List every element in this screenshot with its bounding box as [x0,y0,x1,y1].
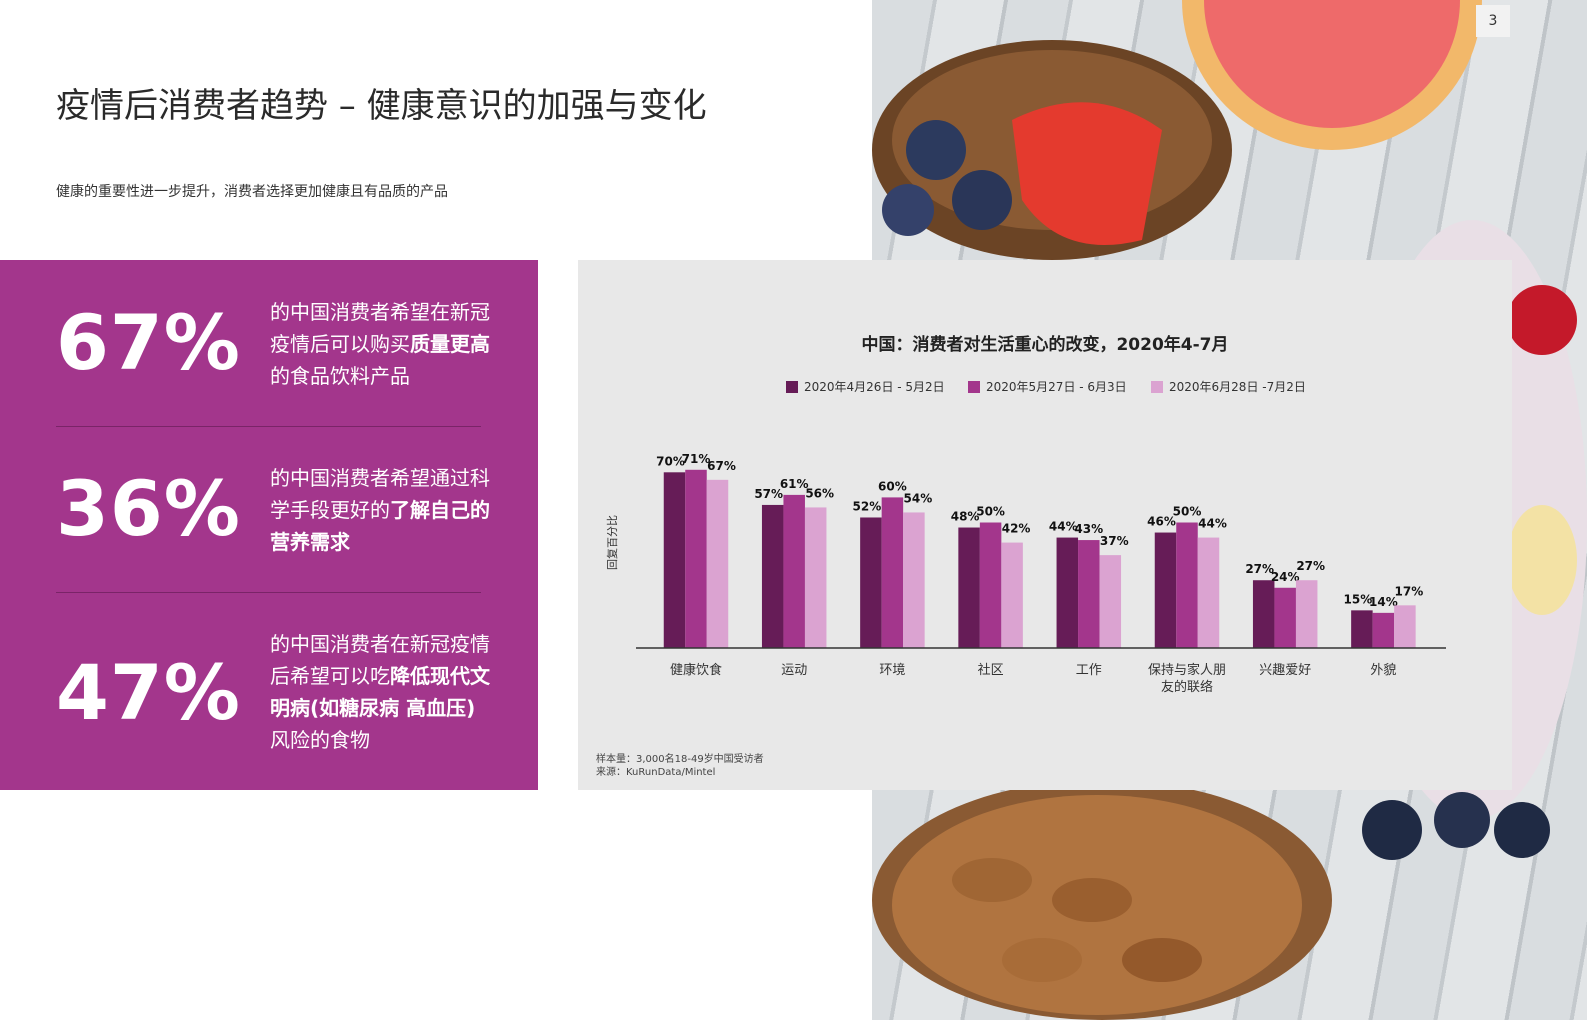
data-label: 56% [805,486,834,500]
bar [1056,537,1079,648]
data-label: 60% [878,479,907,493]
bar [1176,522,1198,648]
stat-text-part: 的中国消费者希望通过科学手段更好的 [270,466,490,522]
stat-text: 的中国消费者希望通过科学手段更好的了解自己的营养需求 [270,462,490,558]
stat-value: 36% [56,464,241,553]
legend-item: 2020年6月28日 -7月2日 [1151,378,1306,395]
data-label: 27% [1296,559,1325,573]
bar [881,497,904,648]
category-label: 工作 [1076,663,1102,678]
legend-label: 2020年4月26日 - 5月2日 [804,380,945,394]
bar [663,472,686,648]
data-label: 42% [1002,522,1031,536]
bar [1001,542,1023,648]
bar [1351,610,1373,648]
legend-label: 2020年6月28日 -7月2日 [1169,380,1306,394]
stat-text: 的中国消费者在新冠疫情后希望可以吃降低现代文明病(如糖尿病 高血压) 风险的食物 [270,628,490,756]
page-number: 3 [1476,5,1510,37]
bar [1099,555,1122,648]
data-label: 71% [682,452,711,466]
chart-title: 中国：消费者对生活重心的改变，2020年4-7月 [861,335,1229,355]
category-label: 外貌 [1370,663,1396,678]
stat-text-part: 的中国消费者希望在新冠疫情后可以购买 [270,300,490,356]
data-label: 57% [754,487,783,501]
bar [783,494,805,648]
bar [1274,587,1296,648]
bar [1154,532,1177,648]
bar [804,507,827,648]
sample-note: 样本量：3,000名18-49岁中国受访者 [596,754,764,765]
data-label: 24% [1271,570,1300,584]
data-label: 43% [1074,522,1103,536]
bar [860,517,882,648]
stat-text-part: 的食品饮料产品 [270,364,410,388]
bar [706,479,729,648]
data-label: 67% [707,459,736,473]
data-label: 50% [1173,505,1202,519]
stat-text: 的中国消费者希望在新冠疫情后可以购买质量更高的食品饮料产品 [270,296,490,392]
stat-value: 47% [56,648,241,737]
legend-swatch [786,380,798,393]
divider [56,592,481,593]
legend-label: 2020年5月27日 - 6月3日 [986,380,1127,394]
category-label: 保持与家人朋 [1148,662,1226,678]
bar-chart: 70%71%67%健康饮食57%61%56%运动52%60%54%环境48%50… [636,452,1446,695]
category-label: 社区 [978,662,1004,678]
data-label: 54% [904,491,933,505]
legend-item: 2020年4月26日 - 5月2日 [786,378,945,395]
data-label: 44% [1049,520,1078,534]
stat-text-part: 的中国消费者在新冠疫情后希望可以吃 [270,632,490,688]
bar [1295,580,1318,648]
data-label: 46% [1147,515,1176,529]
bar [1252,580,1275,648]
page-title: 疫情后消费者趋势 – 健康意识的加强与变化 [56,86,707,126]
category-label: 环境 [879,663,905,678]
bar [903,512,925,648]
stat-text-highlight: 降低现代文明病(如糖尿病 高血压) [270,664,490,720]
legend-swatch [1151,380,1163,393]
data-label: 17% [1395,584,1424,598]
data-label: 44% [1198,517,1227,531]
bar [1197,537,1220,648]
bar [1394,605,1416,648]
source-note: 来源：KuRunData/Mintel [596,767,716,778]
data-label: 14% [1369,595,1398,609]
category-label: 运动 [781,663,807,678]
data-label: 37% [1100,534,1129,548]
data-label: 27% [1245,562,1274,576]
divider [56,426,481,427]
stat-text-highlight: 质量更高 [410,332,490,356]
bar [1078,540,1100,648]
legend-swatch [968,380,980,393]
data-label: 50% [976,505,1005,519]
category-label: 友的联络 [1161,679,1213,695]
data-label: 70% [656,454,685,468]
chart-panel: 中国：消费者对生活重心的改变，2020年4-7月 2020年4月26日 - 5月… [578,260,1512,790]
bar [958,527,980,648]
data-label: 48% [951,510,980,524]
stat-text-highlight: 了解自己的营养需求 [270,498,490,554]
bar [685,469,707,648]
bar [1372,612,1395,648]
stats-panel: 67% 的中国消费者希望在新冠疫情后可以购买质量更高的食品饮料产品 36% 的中… [0,260,538,790]
bar [979,522,1002,648]
data-label: 52% [853,499,882,513]
data-label: 15% [1344,592,1373,606]
category-label: 健康饮食 [670,662,722,678]
page-subtitle: 健康的重要性进一步提升，消费者选择更加健康且有品质的产品 [56,184,448,200]
stat-text-part: 风险的食物 [270,728,370,752]
stat-value: 67% [56,298,241,387]
legend-item: 2020年5月27日 - 6月3日 [968,378,1127,395]
bar [761,504,784,648]
category-label: 兴趣爱好 [1259,663,1311,678]
data-label: 61% [780,477,809,491]
